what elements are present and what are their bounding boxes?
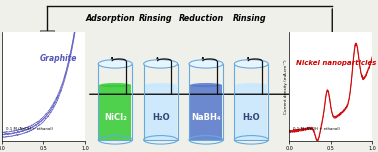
Text: Rinsing: Rinsing <box>139 14 173 23</box>
Text: H₂O: H₂O <box>152 112 169 122</box>
Text: Rinsing: Rinsing <box>233 14 266 23</box>
Ellipse shape <box>145 83 177 87</box>
Text: Reduction: Reduction <box>179 14 224 23</box>
Ellipse shape <box>190 83 222 87</box>
Bar <box>144 64 178 140</box>
Text: Graphite: Graphite <box>39 54 77 64</box>
Text: NiCl₂: NiCl₂ <box>104 112 127 122</box>
Bar <box>98 64 132 140</box>
Y-axis label: Current density (mA.cm⁻²): Current density (mA.cm⁻²) <box>284 59 288 114</box>
Text: Nickel nanoparticles: Nickel nanoparticles <box>296 60 376 66</box>
Text: NaBH₄: NaBH₄ <box>191 112 221 122</box>
Ellipse shape <box>98 60 132 68</box>
Bar <box>99 85 131 140</box>
Text: 0.1 M (NaOH + ethanol): 0.1 M (NaOH + ethanol) <box>6 127 53 131</box>
FancyBboxPatch shape <box>325 64 339 84</box>
FancyBboxPatch shape <box>325 41 339 64</box>
Text: H₂O: H₂O <box>243 112 260 122</box>
Bar <box>189 64 223 140</box>
Text: Adsorption: Adsorption <box>86 14 136 23</box>
Ellipse shape <box>189 60 223 68</box>
Ellipse shape <box>99 83 131 87</box>
FancyBboxPatch shape <box>40 30 54 73</box>
Bar <box>234 64 268 140</box>
Ellipse shape <box>235 83 267 87</box>
Bar <box>190 85 222 140</box>
Bar <box>145 85 177 140</box>
Ellipse shape <box>144 60 178 68</box>
Ellipse shape <box>234 60 268 68</box>
Bar <box>235 85 267 140</box>
Text: 0.1 M (NaOH + ethanol): 0.1 M (NaOH + ethanol) <box>293 127 340 131</box>
